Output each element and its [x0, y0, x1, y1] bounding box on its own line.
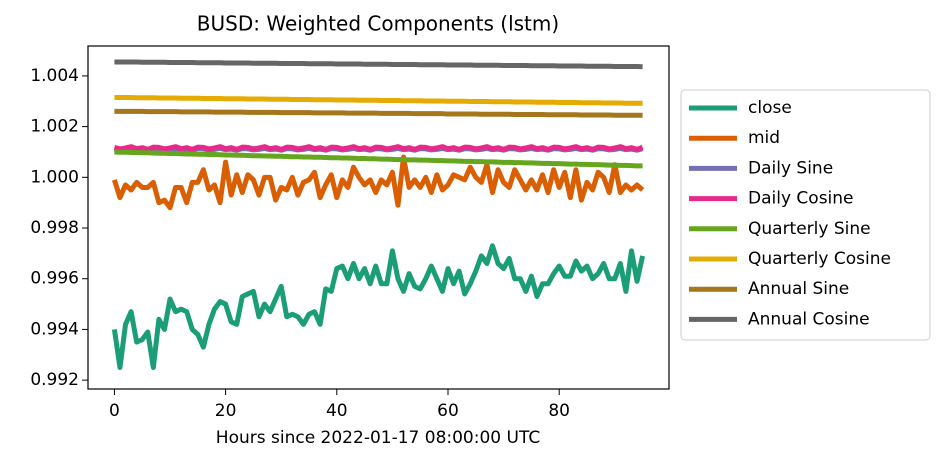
y-tick-label: 1.000 — [30, 167, 79, 187]
series-line — [112, 154, 645, 211]
legend-label: Daily Sine — [748, 158, 833, 178]
legend-label: mid — [748, 128, 780, 148]
plot-frame — [87, 45, 670, 390]
x-axis-label: Hours since 2022-01-17 08:00:00 UTC — [216, 428, 540, 448]
series-line — [113, 144, 644, 152]
series-line — [114, 94, 643, 106]
legend-label: Annual Cosine — [748, 309, 870, 329]
series-line — [114, 59, 643, 70]
legend-label: close — [748, 98, 792, 118]
y-tick-label: 1.004 — [30, 66, 79, 86]
y-tick-label: 1.002 — [30, 117, 79, 137]
y-tick-label: 0.992 — [30, 370, 79, 390]
series-line — [114, 149, 643, 169]
series-line — [114, 108, 643, 118]
legend-box — [680, 89, 931, 341]
y-tick-label: 0.996 — [30, 269, 79, 289]
chart-title: BUSD: Weighted Components (lstm) — [197, 12, 559, 36]
legend-label: Daily Cosine — [748, 189, 854, 209]
x-tick-label: 40 — [326, 401, 348, 421]
legend-label: Quarterly Sine — [748, 219, 871, 239]
series-line — [111, 243, 646, 370]
y-tick-label: 0.998 — [30, 218, 79, 238]
x-tick-label: 0 — [109, 401, 120, 421]
y-tick-label: 0.994 — [30, 319, 79, 339]
x-tick-label: 20 — [215, 401, 237, 421]
legend-label: Annual Sine — [748, 279, 849, 299]
x-tick-label: 80 — [548, 401, 570, 421]
legend-label: Quarterly Cosine — [748, 249, 891, 269]
x-tick-label: 60 — [437, 401, 459, 421]
